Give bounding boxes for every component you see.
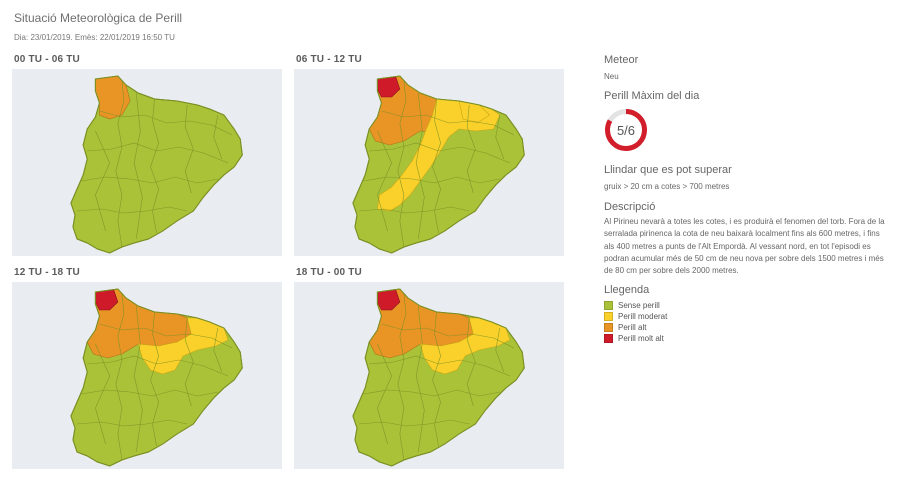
comarca-border <box>133 305 143 453</box>
comarca-border <box>377 343 393 445</box>
comarca-border <box>99 323 233 349</box>
danger-gauge-value: 5/6 <box>616 122 636 138</box>
legend-item-perill-molt-alt: Perill molt alt <box>604 333 664 344</box>
comarca-border <box>77 419 188 427</box>
meteor-heading: Meteor <box>604 54 639 66</box>
map-outline <box>352 75 525 254</box>
catalonia-map-1 <box>70 75 243 254</box>
comarca-border <box>495 327 505 373</box>
map-panel-1[interactable] <box>12 69 282 256</box>
comarca-border <box>95 343 111 445</box>
panel-label-1: 00 TU - 06 TU <box>14 54 80 65</box>
comarca-border <box>377 130 393 232</box>
threshold-heading: Llindar que es pot superar <box>604 164 732 176</box>
comarca-border <box>359 419 470 427</box>
comarca-border <box>369 142 511 164</box>
comarca-border <box>87 355 229 377</box>
comarca-border <box>133 92 143 240</box>
comarca-border <box>466 317 476 407</box>
comarca-border <box>432 98 441 234</box>
catalonia-map-4 <box>352 288 525 467</box>
legend-heading: Llegenda <box>604 284 650 296</box>
region-perill-moderat <box>137 317 229 375</box>
comarca-border <box>150 311 159 447</box>
panel-label-3: 12 TU - 18 TU <box>14 267 80 278</box>
legend-label: Perill molt alt <box>618 334 664 343</box>
comarca-border <box>213 114 223 160</box>
comarca-border <box>363 176 500 184</box>
region-perill-moderat <box>419 317 511 375</box>
comarca-border <box>184 317 194 407</box>
comarca-border <box>466 104 476 194</box>
comarca-border <box>95 130 111 232</box>
description-text: Al Pirineu nevarà a totes les cotes, i e… <box>604 217 885 276</box>
map-panel-4[interactable] <box>294 282 564 469</box>
legend-label: Perill moderat <box>618 312 668 321</box>
comarca-border <box>213 327 223 373</box>
legend-label: Perill alt <box>618 323 647 332</box>
comarca-border <box>381 323 515 349</box>
comarca-border <box>432 311 441 447</box>
page-title: Situació Meteorològica de Perill <box>14 11 183 25</box>
description-heading: Descripció <box>604 201 656 213</box>
map-outline <box>70 75 243 254</box>
legend-swatch <box>604 301 613 310</box>
comarca-border <box>359 206 470 214</box>
comarca-border <box>369 355 511 377</box>
comarca-border <box>184 104 194 194</box>
map-outline <box>352 288 525 467</box>
comarca-border <box>99 110 233 136</box>
issue-date: Dia: 23/01/2019. Emès: 22/01/2019 16:50 … <box>14 33 175 42</box>
catalonia-map-3 <box>70 288 243 467</box>
comarca-border <box>415 305 425 453</box>
comarca-border <box>115 80 125 248</box>
legend-item-perill-moderat: Perill moderat <box>604 311 667 322</box>
comarca-border <box>81 176 218 184</box>
max-danger-heading: Perill Màxim del dia <box>604 90 700 102</box>
legend-label: Sense perill <box>618 301 660 310</box>
threshold-value: gruix > 20 cm a cotes > 700 metres <box>604 182 730 191</box>
map-group <box>352 288 525 467</box>
comarca-border <box>397 80 407 248</box>
comarca-border <box>495 114 505 160</box>
panel-label-2: 06 TU - 12 TU <box>296 54 362 65</box>
legend-item-perill-alt: Perill alt <box>604 322 646 333</box>
legend-swatch <box>604 312 613 321</box>
region-sense-perill <box>70 75 243 254</box>
comarca-border <box>363 389 500 397</box>
comarca-border <box>115 293 125 461</box>
comarca-border <box>87 142 229 164</box>
map-group <box>70 288 243 467</box>
map-group <box>70 75 243 254</box>
map-outline <box>70 288 243 467</box>
meteor-value: Neu <box>604 72 619 81</box>
comarca-border <box>381 110 515 136</box>
catalonia-map-2 <box>352 75 525 254</box>
legend-item-sense-perill: Sense perill <box>604 300 660 311</box>
comarca-border <box>77 206 188 214</box>
comarca-border <box>397 293 407 461</box>
danger-gauge <box>605 109 647 151</box>
map-panel-2[interactable] <box>294 69 564 256</box>
panel-label-4: 18 TU - 00 TU <box>296 267 362 278</box>
legend-swatch <box>604 334 613 343</box>
legend-swatch <box>604 323 613 332</box>
comarca-border <box>415 92 425 240</box>
comarca-border <box>150 98 159 234</box>
map-panel-3[interactable] <box>12 282 282 469</box>
comarca-border <box>81 389 218 397</box>
map-group <box>352 75 525 254</box>
region-perill-moderat <box>377 98 501 212</box>
